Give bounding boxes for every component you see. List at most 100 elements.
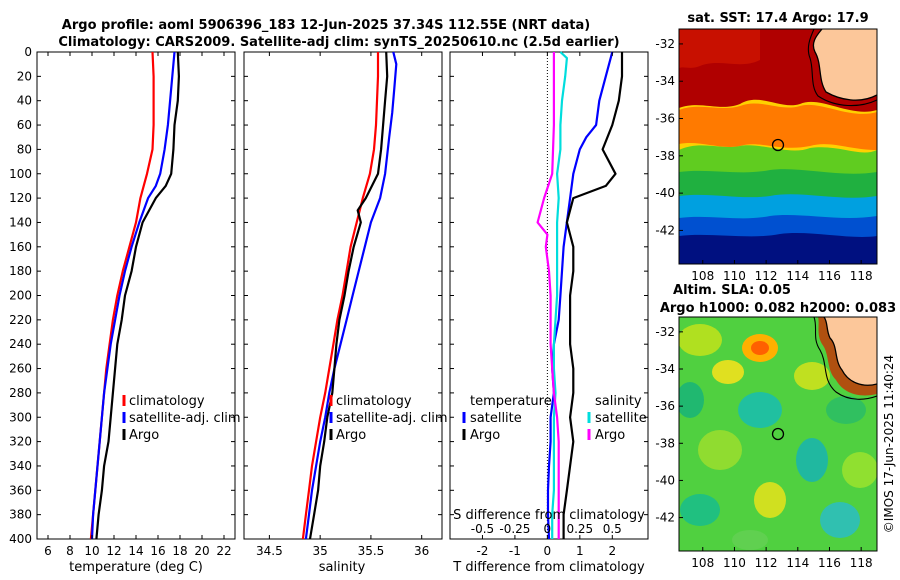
s-diff-tick-label: 0 bbox=[544, 522, 552, 536]
argo-profile-marker-sla[interactable] bbox=[771, 427, 785, 441]
map-lat-tick-label: -36 bbox=[655, 399, 675, 413]
depth-tick-label: 380 bbox=[9, 508, 32, 522]
x-tick-label: 0 bbox=[544, 544, 552, 558]
map-lon-tick-label: 110 bbox=[723, 269, 746, 283]
legend-label-climatology: climatology bbox=[336, 394, 412, 409]
legend-label-climatology: climatology bbox=[129, 394, 205, 409]
depth-tick-label: 80 bbox=[17, 142, 32, 156]
sla-heatmap bbox=[679, 317, 877, 551]
legend-label-argo: Argo bbox=[336, 428, 366, 443]
depth-tick-label: 0 bbox=[24, 45, 32, 59]
map-axis-ticks: 108 110 112 114 116 118 -32 -34 -36 -38 -40 -42 108 1… bbox=[655, 37, 872, 570]
depth-tick-label: 180 bbox=[9, 264, 32, 278]
x-tick-label: 34.5 bbox=[256, 544, 283, 558]
temperature-legend: climatology satellite-adj. clim Argo bbox=[122, 394, 241, 443]
x-tick-label: 14 bbox=[128, 544, 143, 558]
x-tick-label: 22 bbox=[216, 544, 231, 558]
series-line-salinity-satellite bbox=[551, 51, 568, 539]
series-line-satellite-adj-clim bbox=[304, 51, 398, 540]
x-tick-label: 18 bbox=[172, 544, 187, 558]
depth-tick-label: 60 bbox=[17, 118, 32, 132]
depth-tick-label: 340 bbox=[9, 459, 32, 473]
map-lat-tick-label: -42 bbox=[655, 223, 675, 237]
legend-label-sal-argo: Argo bbox=[595, 428, 625, 443]
map-lon-tick-label: 112 bbox=[755, 556, 778, 570]
series-line-argo bbox=[95, 51, 180, 540]
map-lon-tick-label: 108 bbox=[691, 556, 714, 570]
legend-title-temperature: temperature bbox=[470, 394, 552, 409]
series-line-temperature-satellite bbox=[546, 51, 614, 540]
map-lat-tick-label: -36 bbox=[655, 112, 675, 126]
map-lat-tick-label: -42 bbox=[655, 511, 675, 525]
map-lon-tick-label: 116 bbox=[818, 269, 841, 283]
x-tick-label: -1 bbox=[509, 544, 521, 558]
s-difference-xlabel: S difference from climatology bbox=[453, 508, 645, 523]
t-difference-xlabel: T difference from climatology bbox=[452, 560, 645, 575]
depth-tick-label: 400 bbox=[9, 532, 32, 546]
x-tick-label: 12 bbox=[106, 544, 121, 558]
sst-heatmap bbox=[679, 29, 877, 264]
map-lat-tick-label: -34 bbox=[655, 74, 675, 88]
x-tick-label: 35.5 bbox=[358, 544, 385, 558]
depth-tick-label: 300 bbox=[9, 410, 32, 424]
legend-title-salinity: salinity bbox=[595, 394, 642, 409]
map-lon-tick-label: 116 bbox=[818, 556, 841, 570]
depth-tick-label: 320 bbox=[9, 435, 32, 449]
x-tick-label: 2 bbox=[608, 544, 616, 558]
series-line-argo bbox=[308, 51, 389, 540]
figure-title-line2: Climatology: CARS2009. Satellite-adj cli… bbox=[58, 35, 619, 50]
difference-series bbox=[536, 51, 624, 540]
map-lon-tick-label: 108 bbox=[691, 269, 714, 283]
depth-tick-label: 160 bbox=[9, 240, 32, 254]
map-lat-tick-label: -40 bbox=[655, 473, 675, 487]
temperature-plot-frame bbox=[36, 51, 236, 540]
sla-map-title: Altim. SLA: 0.05 bbox=[673, 283, 791, 298]
map-lat-tick-label: -38 bbox=[655, 436, 675, 450]
depth-tick-label: 200 bbox=[9, 289, 32, 303]
legend-label-sal-satellite: satellite bbox=[595, 411, 647, 426]
imos-watermark: ©IMOS 17-Jun-2025 11:40:24 bbox=[882, 355, 896, 533]
salinity-series bbox=[301, 51, 398, 540]
x-tick-label: -2 bbox=[476, 544, 488, 558]
legend-label-satellite-adj: satellite-adj. clim bbox=[336, 411, 448, 426]
x-tick-label: 8 bbox=[66, 544, 74, 558]
depth-axis-ticks: 0 20 40 60 80 100 120 140 160 180 200 220 240 260 280 3… bbox=[9, 45, 648, 546]
legend-label-argo: Argo bbox=[129, 428, 159, 443]
s-diff-tick-label: 0.5 bbox=[603, 522, 622, 536]
map-lon-tick-label: 118 bbox=[850, 556, 873, 570]
x-tick-label: 35 bbox=[313, 544, 328, 558]
series-line-climatology bbox=[301, 52, 380, 540]
depth-tick-label: 220 bbox=[9, 313, 32, 327]
x-tick-label: 16 bbox=[150, 544, 165, 558]
map-lon-tick-label: 114 bbox=[786, 556, 809, 570]
depth-tick-label: 40 bbox=[17, 94, 32, 108]
depth-tick-label: 280 bbox=[9, 386, 32, 400]
series-line-salinity-argo bbox=[536, 52, 560, 539]
s-diff-tick-label: -0.5 bbox=[471, 522, 494, 536]
map-lon-tick-label: 114 bbox=[786, 269, 809, 283]
x-tick-label: 6 bbox=[44, 544, 52, 558]
difference-legend: temperature satellite Argo salinity sate… bbox=[462, 394, 647, 443]
legend-label-temp-argo: Argo bbox=[470, 428, 500, 443]
argo-profile-marker-sst[interactable] bbox=[771, 138, 785, 152]
depth-tick-label: 140 bbox=[9, 215, 32, 229]
depth-tick-label: 240 bbox=[9, 337, 32, 351]
map-lat-tick-label: -32 bbox=[655, 37, 675, 51]
map-lon-tick-label: 112 bbox=[755, 269, 778, 283]
depth-tick-label: 360 bbox=[9, 483, 32, 497]
map-lat-tick-label: -40 bbox=[655, 186, 675, 200]
x-tick-label: 20 bbox=[194, 544, 209, 558]
salinity-xlabel: salinity bbox=[319, 560, 366, 575]
s-diff-tick-label: -0.25 bbox=[499, 522, 530, 536]
sst-map-title: sat. SST: 17.4 Argo: 17.9 bbox=[687, 11, 868, 26]
legend-label-temp-satellite: satellite bbox=[470, 411, 522, 426]
legend-label-satellite-adj: satellite-adj. clim bbox=[129, 411, 241, 426]
series-line-temperature-argo bbox=[562, 52, 624, 539]
sla-map-frame bbox=[678, 316, 878, 552]
series-line-satellite-adj-clim bbox=[90, 51, 176, 540]
x-tick-label: 1 bbox=[576, 544, 584, 558]
s-diff-tick-label: 0.25 bbox=[566, 522, 593, 536]
depth-tick-label: 100 bbox=[9, 167, 32, 181]
sst-map-frame bbox=[678, 28, 878, 265]
